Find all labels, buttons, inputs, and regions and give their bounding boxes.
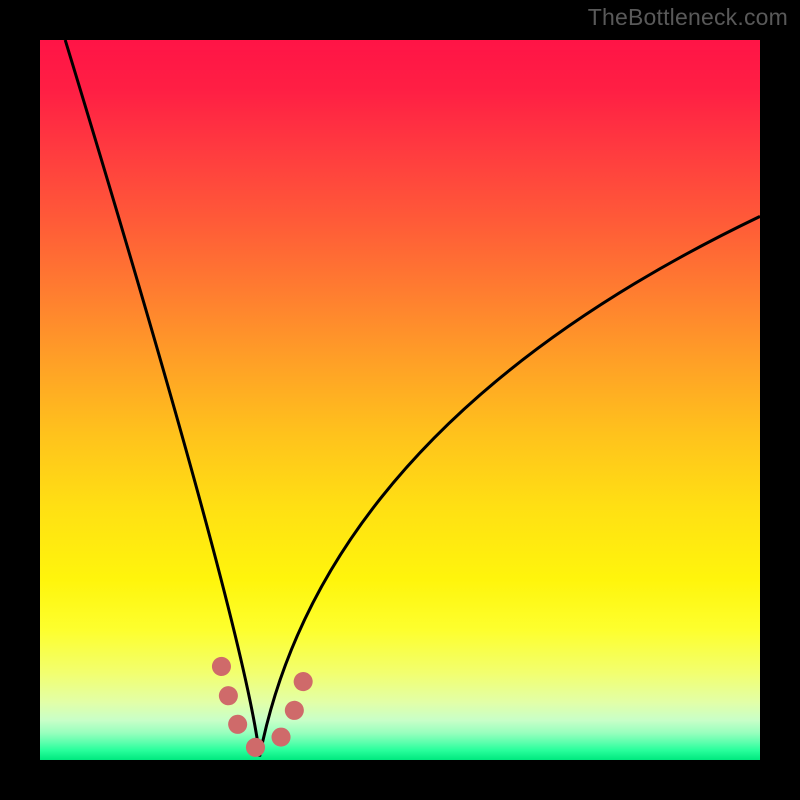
bottleneck-curve bbox=[65, 40, 760, 756]
chart-frame: TheBottleneck.com bbox=[0, 0, 800, 800]
curve-layer bbox=[40, 40, 760, 760]
plot-area bbox=[40, 40, 760, 760]
watermark-text: TheBottleneck.com bbox=[588, 4, 788, 31]
